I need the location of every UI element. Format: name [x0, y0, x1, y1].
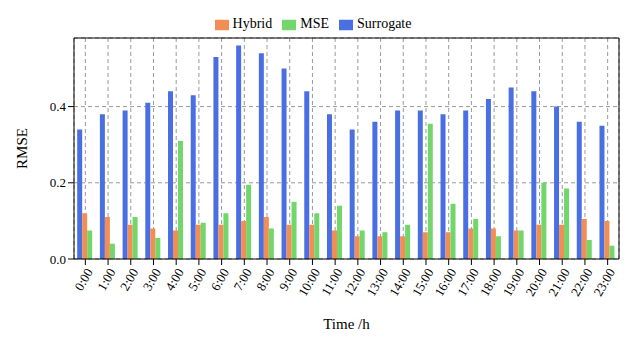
svg-text:18:00: 18:00	[477, 266, 505, 299]
svg-text:RMSE: RMSE	[14, 128, 30, 169]
svg-text:21:00: 21:00	[545, 266, 573, 299]
svg-text:17:00: 17:00	[454, 266, 482, 299]
svg-text:11:00: 11:00	[318, 266, 346, 299]
svg-text:2:00: 2:00	[117, 266, 142, 294]
svg-text:20:00: 20:00	[522, 266, 550, 299]
svg-text:0.0: 0.0	[50, 252, 66, 267]
svg-text:1:00: 1:00	[94, 266, 119, 294]
svg-text:13:00: 13:00	[363, 266, 391, 299]
svg-text:16:00: 16:00	[431, 266, 459, 299]
svg-text:23:00: 23:00	[590, 266, 618, 299]
html-text:MSE: MSE	[300, 16, 329, 31]
svg-text:10:00: 10:00	[295, 266, 323, 299]
svg-text:4:00: 4:00	[162, 266, 187, 294]
svg-text:5:00: 5:00	[185, 266, 210, 294]
svg-text:7:00: 7:00	[230, 266, 255, 294]
html-text:Hybrid: Hybrid	[232, 16, 273, 31]
svg-text:8:00: 8:00	[253, 266, 278, 294]
svg-text:12:00: 12:00	[341, 266, 369, 299]
svg-text:9:00: 9:00	[275, 265, 301, 294]
svg-text:19:00: 19:00	[500, 266, 528, 299]
svg-text:14:00: 14:00	[386, 266, 414, 299]
svg-text:22:00: 22:00	[568, 266, 596, 299]
svg-text:15:00: 15:00	[409, 266, 437, 299]
svg-text:0.4: 0.4	[50, 99, 67, 114]
svg-text:0:00: 0:00	[71, 266, 96, 294]
svg-text:0.2: 0.2	[50, 175, 66, 190]
svg-text:3:00: 3:00	[140, 266, 165, 294]
svg-text:6:00: 6:00	[208, 266, 233, 294]
html-text:Surrogate: Surrogate	[357, 16, 412, 31]
svg-text:Time /h: Time /h	[323, 316, 370, 332]
